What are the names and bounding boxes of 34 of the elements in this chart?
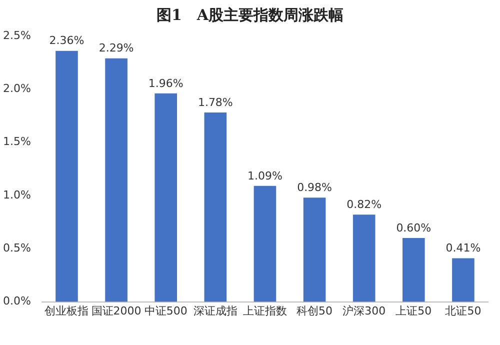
x-tick-label: 国证2000 bbox=[91, 304, 142, 318]
x-tick-label: 创业板指 bbox=[44, 304, 89, 318]
bar bbox=[452, 258, 474, 302]
x-tick-label: 沪深300 bbox=[342, 304, 386, 318]
bar bbox=[402, 238, 425, 302]
y-tick-label: 1.5% bbox=[2, 135, 31, 148]
x-tick-label: 深证成指 bbox=[193, 304, 238, 318]
data-label: 2.36% bbox=[49, 34, 84, 48]
data-label: 2.29% bbox=[98, 42, 134, 55]
data-label: 0.82% bbox=[346, 198, 382, 211]
x-tick-label: 上证50 bbox=[396, 304, 432, 318]
bar bbox=[352, 214, 376, 302]
bar bbox=[154, 93, 177, 302]
data-label: 1.96% bbox=[148, 76, 184, 90]
x-tick-label: 科创50 bbox=[296, 304, 333, 318]
y-tick-label: 1.0% bbox=[2, 188, 31, 202]
bar bbox=[303, 198, 326, 302]
bar bbox=[204, 112, 227, 302]
y-tick-label: 2.5% bbox=[2, 28, 31, 42]
bar bbox=[105, 58, 128, 302]
x-tick-label: 北证50 bbox=[445, 304, 482, 318]
data-label: 0.98% bbox=[297, 180, 332, 194]
y-tick-label: 0.0% bbox=[2, 294, 31, 308]
data-label: 1.09% bbox=[247, 169, 282, 182]
x-tick-label: 上证指数 bbox=[242, 304, 287, 318]
y-tick-label: 0.5% bbox=[2, 242, 31, 254]
data-label: 0.41% bbox=[446, 242, 481, 255]
data-label: 0.60% bbox=[396, 221, 432, 234]
bar bbox=[56, 50, 78, 302]
chart-title: 图1 A股主要指数周涨跌幅 bbox=[155, 5, 345, 26]
x-tick-label: 中证500 bbox=[144, 304, 188, 318]
y-tick-label: 2.0% bbox=[2, 82, 31, 96]
data-label: 1.78% bbox=[198, 96, 233, 109]
bar bbox=[254, 186, 276, 302]
